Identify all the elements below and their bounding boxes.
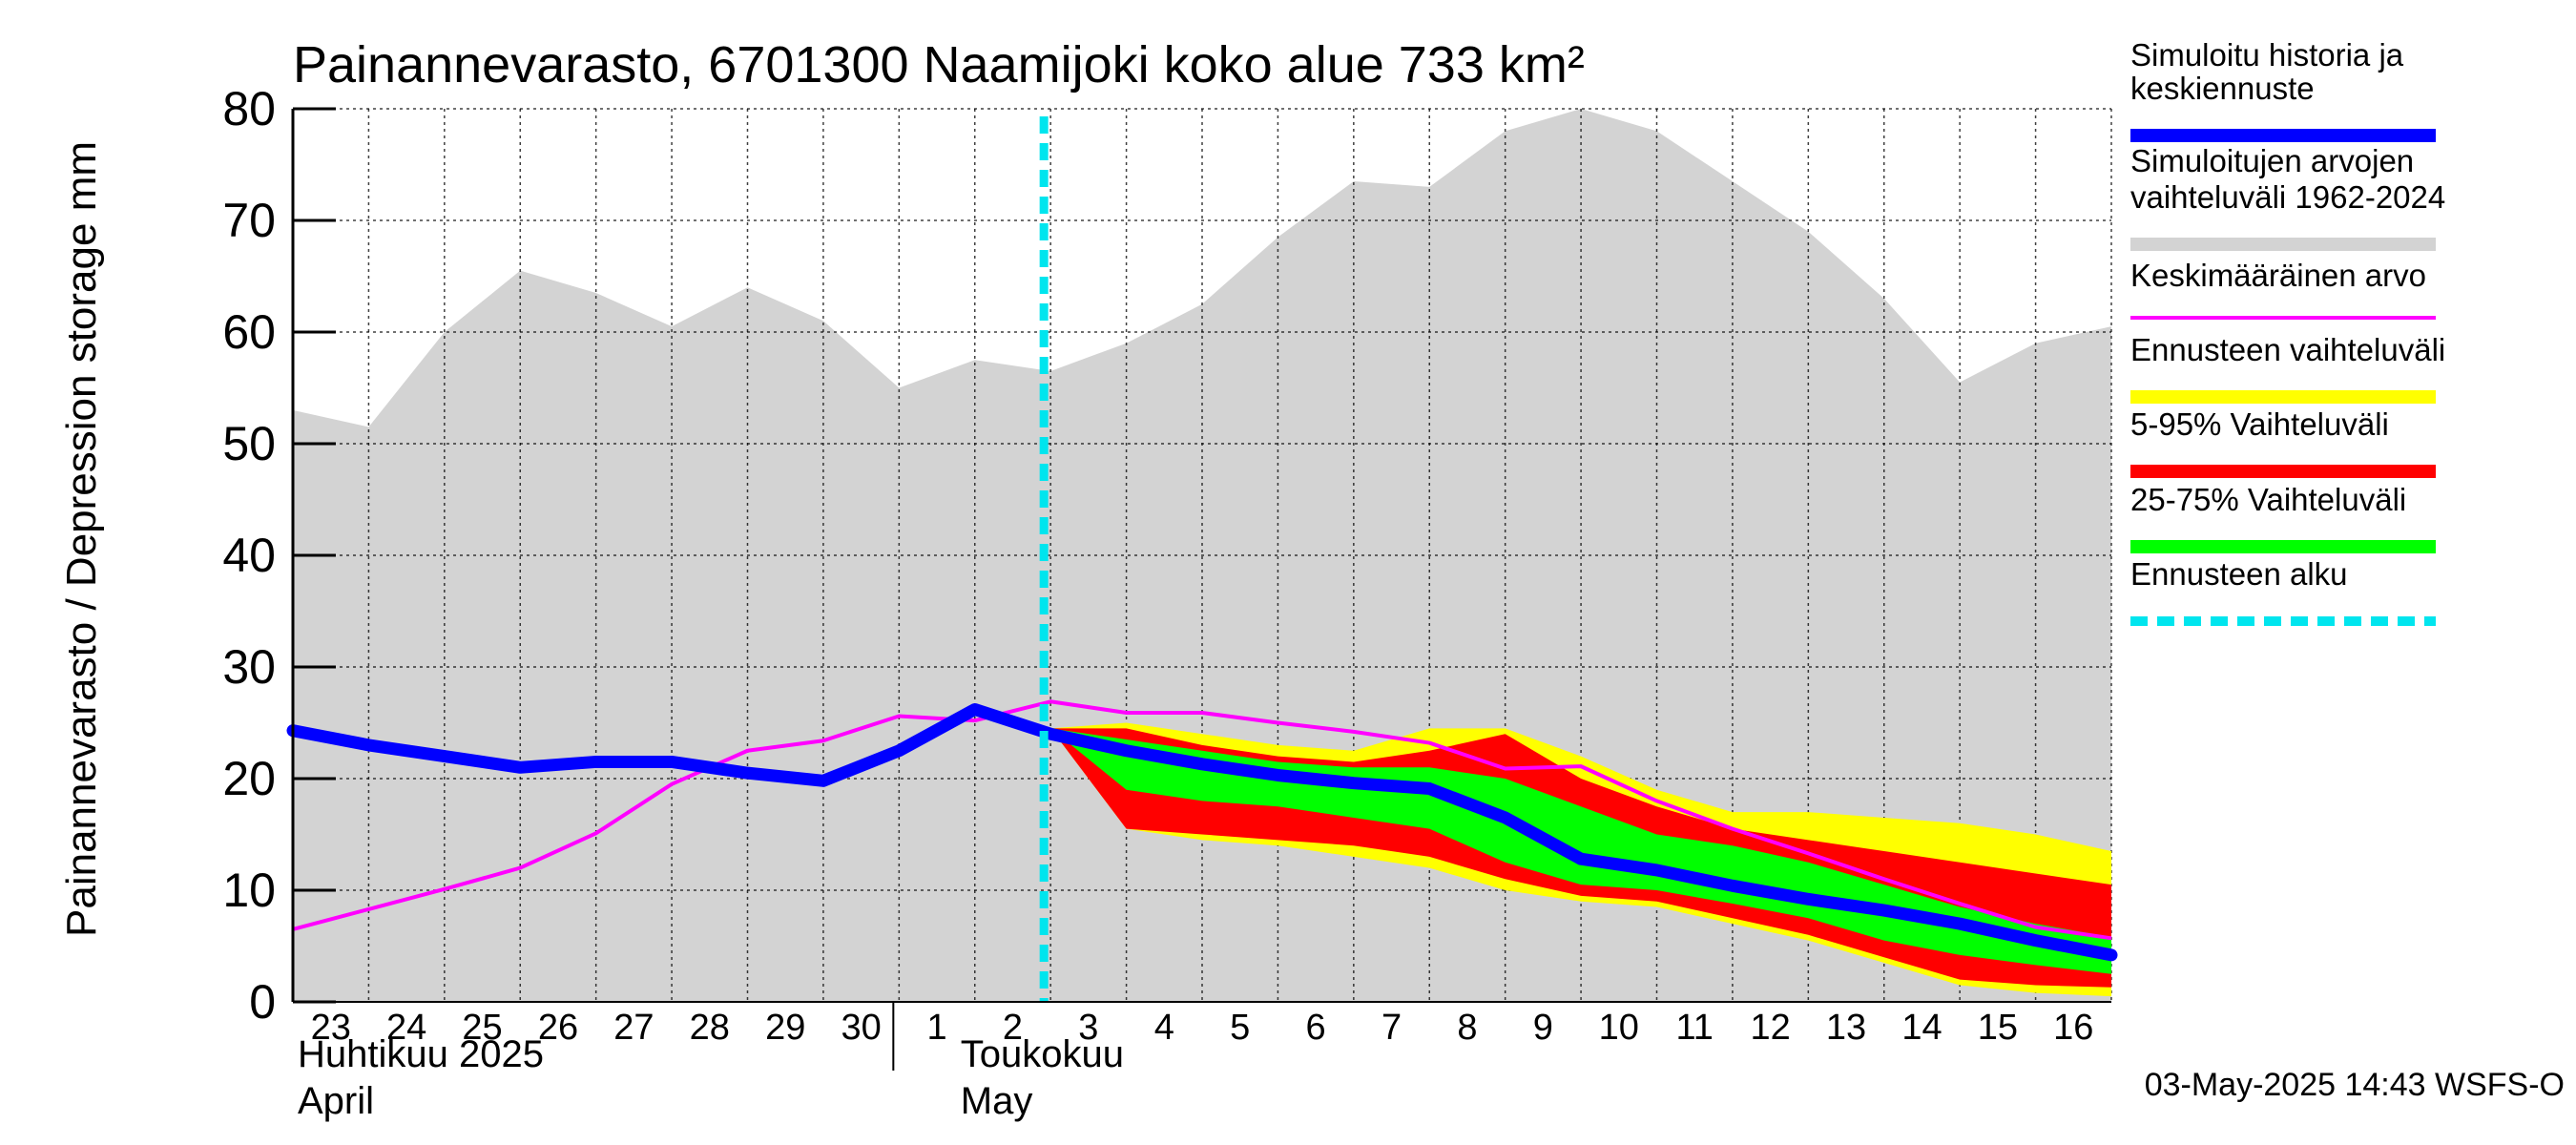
x-tick-label: 10 — [1599, 1008, 1639, 1048]
x-tick-label: 24 — [386, 1008, 426, 1048]
y-tick-label: 0 — [249, 975, 276, 1029]
chart-title: Painannevarasto, 6701300 Naamijoki koko … — [293, 36, 1585, 94]
x-tick-label: 5 — [1230, 1008, 1250, 1048]
x-tick-label: 7 — [1381, 1008, 1402, 1048]
x-tick-label: 23 — [311, 1008, 351, 1048]
x-tick-label: 15 — [1978, 1008, 2018, 1048]
x-tick-label: 16 — [2053, 1008, 2093, 1048]
legend-label: 25-75% Vaihteluväli — [2130, 482, 2406, 517]
x-tick-label: 2 — [1003, 1008, 1023, 1048]
x-tick-label: 6 — [1306, 1008, 1326, 1048]
band-25-75 — [1050, 728, 2111, 974]
legend-label: Simuloitujen arvojen — [2130, 143, 2414, 178]
x-tick-label: 25 — [462, 1008, 502, 1048]
y-tick-label: 10 — [222, 864, 276, 917]
x-tick-label: 1 — [926, 1008, 946, 1048]
legend-label: Simuloitu historia ja — [2130, 37, 2404, 73]
y-tick-label: 50 — [222, 417, 276, 470]
month-label-en: April — [298, 1080, 374, 1122]
x-tick-label: 29 — [765, 1008, 805, 1048]
y-tick-label: 60 — [222, 305, 276, 359]
x-tick-label: 14 — [1901, 1008, 1942, 1048]
y-tick-label: 30 — [222, 640, 276, 694]
x-tick-label: 11 — [1675, 1008, 1713, 1048]
x-tick-label: 3 — [1078, 1008, 1098, 1048]
x-tick-label: 26 — [538, 1008, 578, 1048]
legend-label: Ennusteen vaihteluväli — [2130, 332, 2445, 367]
month-label: Huhtikuu 2025 — [298, 1033, 544, 1075]
simulated-forecast-line — [286, 702, 2118, 962]
x-tick-label: 28 — [690, 1008, 730, 1048]
x-tick-label: 12 — [1750, 1008, 1790, 1048]
month-label: Toukokuu — [961, 1033, 1124, 1075]
month-label-en: May — [961, 1080, 1033, 1122]
y-tick-label: 20 — [222, 752, 276, 805]
y-tick-label: 70 — [222, 194, 276, 247]
legend-label: 5-95% Vaihteluväli — [2130, 406, 2389, 442]
legend-label: Ennusteen alku — [2130, 556, 2348, 592]
x-tick-label: 8 — [1457, 1008, 1477, 1048]
x-tick-label: 30 — [841, 1008, 881, 1048]
x-tick-label: 27 — [613, 1008, 654, 1048]
footer-timestamp: 03-May-2025 14:43 WSFS-O — [2145, 1067, 2565, 1103]
y-tick-label: 40 — [222, 529, 276, 582]
x-tick-label: 4 — [1154, 1008, 1174, 1048]
y-tick-label: 80 — [222, 82, 276, 135]
y-axis-label: Painannevarasto / Depression storage mm — [58, 141, 105, 937]
legend-label: Keskimääräinen arvo — [2130, 258, 2426, 293]
legend-label-line2: vaihteluväli 1962-2024 — [2130, 179, 2445, 215]
mean-value-line — [292, 699, 2112, 941]
legend-label-line2: keskiennuste — [2130, 71, 2315, 106]
series-layer — [286, 116, 2118, 1002]
x-tick-label: 13 — [1826, 1008, 1866, 1048]
x-tick-label: 9 — [1533, 1008, 1553, 1048]
